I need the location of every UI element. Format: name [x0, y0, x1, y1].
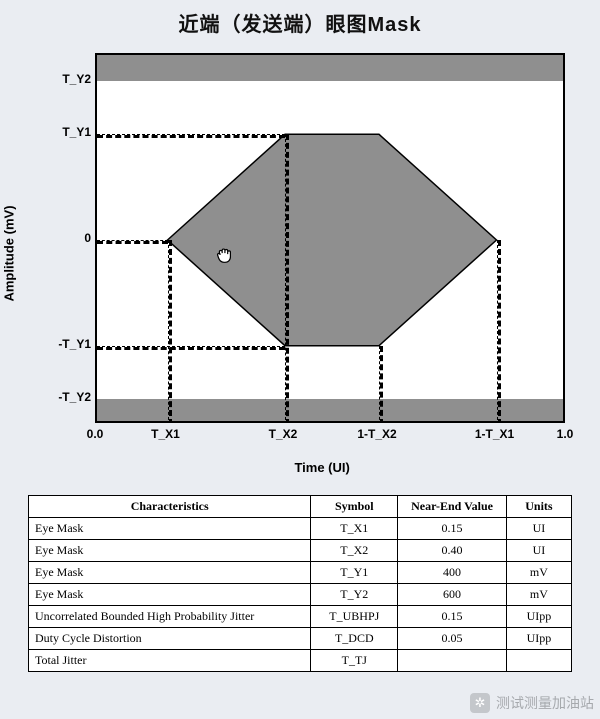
y-tick-label: T_Y2: [62, 72, 91, 86]
table-cell: Duty Cycle Distortion: [29, 628, 311, 650]
table-cell: 400: [398, 562, 507, 584]
table-header: Characteristics: [29, 496, 311, 518]
x-tick-label: 1-T_X1: [475, 427, 514, 441]
table-cell: 0.05: [398, 628, 507, 650]
watermark: ✲ 测试测量加油站: [470, 693, 594, 713]
table-cell: mV: [506, 562, 571, 584]
table-cell: mV: [506, 584, 571, 606]
table-cell: 0.15: [398, 606, 507, 628]
table-cell: T_TJ: [311, 650, 398, 672]
guide-vline: [497, 240, 501, 423]
table-cell: T_Y2: [311, 584, 398, 606]
table-cell: 0.40: [398, 540, 507, 562]
table-cell: 0.15: [398, 518, 507, 540]
y-tick-label: 0: [84, 231, 91, 245]
table-cell: Eye Mask: [29, 540, 311, 562]
x-tick-label: 0.0: [87, 427, 104, 441]
guide-hline: [97, 346, 285, 350]
watermark-icon: ✲: [470, 693, 490, 713]
table-row: Eye MaskT_X20.40UI: [29, 540, 572, 562]
table-cell: [398, 650, 507, 672]
table-cell: T_X1: [311, 518, 398, 540]
table-cell: UI: [506, 518, 571, 540]
guide-vline: [285, 134, 289, 423]
table-row: Total JitterT_TJ: [29, 650, 572, 672]
y-tick-label: -T_Y2: [58, 390, 91, 404]
table-row: Duty Cycle DistortionT_DCD0.05UIpp: [29, 628, 572, 650]
guide-vline: [168, 240, 172, 423]
x-axis-label: Time (UI): [294, 460, 349, 475]
table-row: Eye MaskT_Y2600mV: [29, 584, 572, 606]
table-cell: [506, 650, 571, 672]
table-row: Uncorrelated Bounded High Probability Ji…: [29, 606, 572, 628]
watermark-text: 测试测量加油站: [496, 693, 594, 713]
y-axis-label: Amplitude (mV): [2, 205, 17, 301]
y-tick-label: T_Y1: [62, 125, 91, 139]
x-tick-label: 1-T_X2: [357, 427, 396, 441]
table-cell: T_Y1: [311, 562, 398, 584]
guide-hline: [97, 240, 168, 244]
table-cell: UI: [506, 540, 571, 562]
spec-table: CharacteristicsSymbolNear-End ValueUnits…: [28, 495, 572, 672]
guide-hline: [97, 134, 285, 138]
x-tick-label: T_X2: [269, 427, 298, 441]
table-cell: Uncorrelated Bounded High Probability Ji…: [29, 606, 311, 628]
table-header: Near-End Value: [398, 496, 507, 518]
guide-vline: [379, 346, 383, 423]
table-header: Units: [506, 496, 571, 518]
table-cell: T_X2: [311, 540, 398, 562]
table-cell: T_DCD: [311, 628, 398, 650]
table-cell: UIpp: [506, 606, 571, 628]
eye-mask-hexagon: [168, 134, 497, 345]
y-tick-label: -T_Y1: [58, 337, 91, 351]
table-header: Symbol: [311, 496, 398, 518]
table-cell: T_UBHPJ: [311, 606, 398, 628]
table-row: Eye MaskT_X10.15UI: [29, 518, 572, 540]
table-cell: Total Jitter: [29, 650, 311, 672]
page-title: 近端（发送端）眼图Mask: [14, 8, 586, 37]
table-cell: Eye Mask: [29, 518, 311, 540]
plot-area: [95, 53, 565, 423]
table-cell: UIpp: [506, 628, 571, 650]
x-tick-label: 1.0: [557, 427, 574, 441]
table-cell: 600: [398, 584, 507, 606]
table-cell: Eye Mask: [29, 584, 311, 606]
table-row: Eye MaskT_Y1400mV: [29, 562, 572, 584]
eye-diagram-chart: Amplitude (mV) Time (UI) T_Y2T_Y10-T_Y1-…: [15, 43, 585, 473]
x-tick-label: T_X1: [151, 427, 180, 441]
table-cell: Eye Mask: [29, 562, 311, 584]
